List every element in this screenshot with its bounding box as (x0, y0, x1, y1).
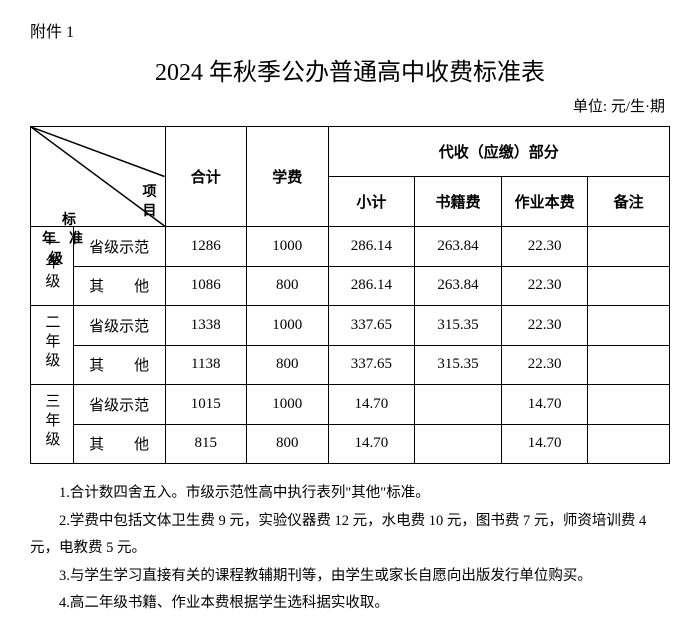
level-cell: 省级示范 (73, 306, 165, 346)
remark-cell (588, 266, 670, 306)
total-cell: 815 (165, 424, 247, 464)
notes-section: 1.合计数四舍五入。市级示范性高中执行表列"其他"标准。 2.学费中包括文体卫生… (30, 480, 670, 618)
header-item-label: 项 目 (129, 183, 157, 222)
book-cell: 263.84 (415, 266, 502, 306)
subtotal-cell: 337.65 (328, 306, 415, 346)
note-item: 1.合计数四舍五入。市级示范性高中执行表列"其他"标准。 (30, 480, 670, 508)
table-row: 二年级 省级示范 1338 1000 337.65 315.35 22.30 (31, 306, 670, 346)
workbook-cell: 22.30 (501, 345, 588, 385)
book-cell: 315.35 (415, 345, 502, 385)
header-book: 书籍费 (415, 177, 502, 227)
unit-label: 单位: 元/生·期 (30, 95, 670, 116)
workbook-cell: 22.30 (501, 306, 588, 346)
header-diagonal: 项 目 标 准 年 级 (31, 127, 166, 227)
remark-cell (588, 227, 670, 267)
remark-cell (588, 424, 670, 464)
total-cell: 1086 (165, 266, 247, 306)
tuition-cell: 1000 (247, 306, 329, 346)
subtotal-cell: 286.14 (328, 227, 415, 267)
tuition-cell: 1000 (247, 227, 329, 267)
grade-cell: 三年级 (31, 385, 74, 464)
header-remark: 备注 (588, 177, 670, 227)
header-collection: 代收（应缴）部分 (328, 127, 669, 177)
note-item: 4.高二年级书籍、作业本费根据学生选科据实收取。 (30, 590, 670, 618)
level-cell: 省级示范 (73, 385, 165, 425)
header-total: 合计 (165, 127, 247, 227)
total-cell: 1286 (165, 227, 247, 267)
book-cell (415, 385, 502, 425)
tuition-cell: 800 (247, 266, 329, 306)
remark-cell (588, 385, 670, 425)
level-cell: 其 他 (73, 424, 165, 464)
subtotal-cell: 337.65 (328, 345, 415, 385)
book-cell: 315.35 (415, 306, 502, 346)
table-row: 其 他 815 800 14.70 14.70 (31, 424, 670, 464)
total-cell: 1138 (165, 345, 247, 385)
total-cell: 1338 (165, 306, 247, 346)
total-cell: 1015 (165, 385, 247, 425)
page-title: 2024 年秋季公办普通高中收费标准表 (30, 52, 670, 87)
attachment-label: 附件 1 (30, 18, 670, 42)
remark-cell (588, 306, 670, 346)
book-cell: 263.84 (415, 227, 502, 267)
header-workbook: 作业本费 (501, 177, 588, 227)
table-row: 其 他 1138 800 337.65 315.35 22.30 (31, 345, 670, 385)
level-cell: 其 他 (73, 345, 165, 385)
grade-text: 二年级 (41, 314, 62, 371)
subtotal-cell: 14.70 (328, 424, 415, 464)
fee-table: 项 目 标 准 年 级 合计 学费 代收（应缴）部分 小计 书籍费 作业本费 备… (30, 126, 670, 464)
grade-cell: 二年级 (31, 306, 74, 385)
tuition-cell: 800 (247, 424, 329, 464)
table-row: 三年级 省级示范 1015 1000 14.70 14.70 (31, 385, 670, 425)
grade-text: 三年级 (41, 393, 62, 450)
note-item: 3.与学生学习直接有关的课程教辅期刊等，由学生或家长自愿向出版发行单位购买。 (30, 563, 670, 591)
workbook-cell: 14.70 (501, 424, 588, 464)
book-cell (415, 424, 502, 464)
remark-cell (588, 345, 670, 385)
workbook-cell: 14.70 (501, 385, 588, 425)
tuition-cell: 800 (247, 345, 329, 385)
header-tuition: 学费 (247, 127, 329, 227)
header-subtotal: 小计 (328, 177, 415, 227)
subtotal-cell: 286.14 (328, 266, 415, 306)
workbook-cell: 22.30 (501, 227, 588, 267)
note-item: 2.学费中包括文体卫生费 9 元，实验仪器费 12 元，水电费 10 元，图书费… (30, 508, 670, 563)
workbook-cell: 22.30 (501, 266, 588, 306)
header-grade-label: 年 级 (35, 230, 63, 269)
tuition-cell: 1000 (247, 385, 329, 425)
subtotal-cell: 14.70 (328, 385, 415, 425)
